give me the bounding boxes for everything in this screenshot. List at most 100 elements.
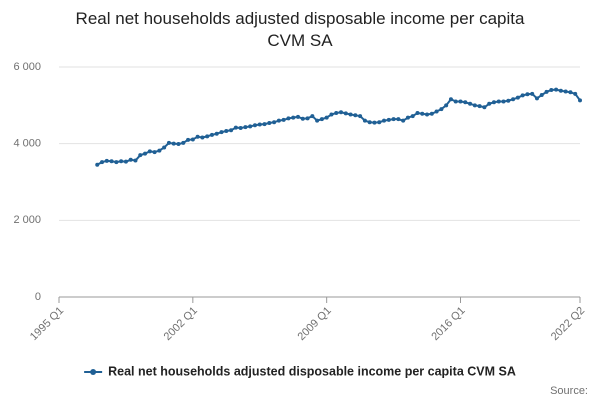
data-point <box>262 122 267 127</box>
data-point <box>348 112 353 117</box>
data-point <box>544 89 549 94</box>
data-point <box>281 117 286 122</box>
y-tick-label: 0 <box>35 291 41 303</box>
data-point <box>463 100 468 105</box>
data-point <box>573 91 578 96</box>
data-point <box>425 112 430 117</box>
data-point <box>578 98 582 103</box>
x-tick-label: 2022 Q2 <box>549 305 587 343</box>
data-point <box>138 153 143 158</box>
data-point <box>439 107 444 112</box>
data-point <box>114 160 119 165</box>
legend-label: Real net households adjusted disposable … <box>108 364 516 378</box>
data-point <box>147 149 152 154</box>
data-point <box>300 116 305 121</box>
data-point <box>377 120 382 125</box>
data-point <box>123 159 128 164</box>
data-point <box>229 128 234 133</box>
data-point <box>157 148 162 153</box>
data-point <box>448 97 453 102</box>
data-point <box>200 135 205 140</box>
data-point <box>181 140 186 145</box>
legend-marker <box>90 369 97 375</box>
data-point <box>267 120 272 125</box>
data-point <box>501 99 506 104</box>
data-point <box>420 111 425 116</box>
x-tick-label: 1995 Q1 <box>28 305 66 343</box>
data-point <box>472 103 477 108</box>
data-point <box>506 98 511 103</box>
data-point <box>372 120 377 125</box>
data-point <box>362 118 367 123</box>
data-point <box>272 120 277 125</box>
legend: Real net households adjusted disposable … <box>84 364 516 378</box>
data-point <box>530 91 535 96</box>
data-point <box>109 159 114 164</box>
data-point <box>511 97 516 102</box>
data-point <box>248 124 253 129</box>
data-point <box>458 99 463 104</box>
data-point <box>310 114 315 119</box>
data-point <box>391 117 396 122</box>
data-point <box>128 157 133 162</box>
data-point <box>305 116 310 121</box>
data-point <box>339 110 344 115</box>
x-tick-label: 2016 Q1 <box>429 305 467 343</box>
y-tick-label: 2 000 <box>13 214 41 226</box>
data-point <box>214 131 219 136</box>
data-point <box>238 125 243 130</box>
data-point <box>396 117 401 122</box>
data-point <box>549 88 554 92</box>
data-point <box>563 89 568 94</box>
data-point <box>429 111 434 116</box>
data-point <box>219 130 224 135</box>
data-point <box>319 117 324 122</box>
data-point <box>95 162 100 167</box>
data-point <box>152 150 157 155</box>
data-point <box>367 120 372 125</box>
data-point <box>100 160 105 165</box>
data-point <box>243 125 248 130</box>
data-point <box>334 111 339 115</box>
data-point <box>515 95 520 100</box>
data-point <box>324 115 329 120</box>
data-point <box>496 99 501 104</box>
data-point <box>252 123 257 128</box>
data-point <box>401 118 406 123</box>
data-point <box>444 103 449 108</box>
data-point <box>190 137 195 142</box>
data-point <box>453 99 458 104</box>
data-point <box>205 134 210 139</box>
data-point <box>482 105 487 110</box>
data-point <box>291 115 296 120</box>
data-point <box>329 112 334 117</box>
data-point <box>468 101 473 106</box>
data-point <box>186 137 191 142</box>
x-tick-label: 2009 Q1 <box>296 305 334 343</box>
data-point <box>133 158 138 163</box>
data-point <box>520 93 525 98</box>
data-point <box>343 111 348 116</box>
data-point <box>539 92 544 97</box>
data-point <box>554 87 559 92</box>
data-point <box>525 92 530 97</box>
data-point <box>224 129 229 134</box>
data-point <box>405 115 410 120</box>
data-point <box>382 118 387 123</box>
data-point <box>295 114 300 119</box>
data-point <box>353 113 358 118</box>
source: Source: <box>550 385 588 397</box>
data-point <box>434 109 439 114</box>
data-point <box>195 134 200 139</box>
data-point <box>286 116 291 121</box>
data-point <box>162 145 167 150</box>
data-point <box>477 104 482 109</box>
data-point <box>257 122 262 127</box>
data-point <box>386 117 391 122</box>
data-point <box>171 141 176 146</box>
data-point <box>209 132 214 137</box>
data-point <box>233 125 238 130</box>
data-point <box>276 118 281 123</box>
data-point <box>534 96 539 101</box>
data-point <box>568 90 573 95</box>
